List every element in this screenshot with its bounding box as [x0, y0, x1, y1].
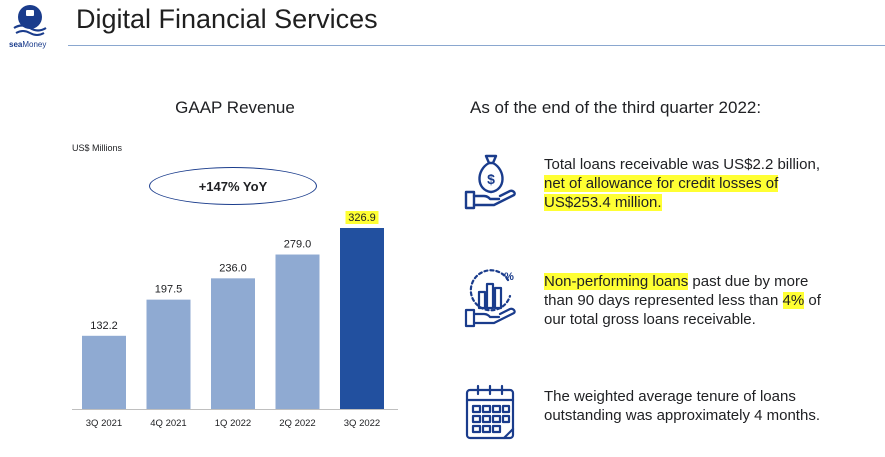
seamoney-logo-icon [13, 5, 47, 36]
logo-text-sea: sea [9, 40, 23, 49]
fact-npl-highlight-1: Non-performing loans [544, 273, 689, 290]
yoy-growth-text: +147% YoY [198, 178, 268, 194]
fact-npl-highlight-2: 4% [782, 292, 805, 309]
bar-3q-2022 [340, 228, 384, 409]
money-bag-hand-icon: $ [464, 154, 516, 210]
x-tick-label: 4Q 2021 [150, 418, 186, 429]
svg-text:%: % [504, 271, 514, 283]
x-tick-label: 2Q 2022 [279, 418, 315, 429]
data-label: 197.5 [155, 284, 183, 296]
seamoney-logo: seaMoney [4, 2, 56, 50]
fact-npl: Non-performing loans past due by more th… [544, 272, 874, 329]
data-label: 279.0 [284, 239, 312, 251]
fact-total-loans-line-1: Total loans receivable was US$2.2 billio… [544, 156, 820, 173]
bar-2q-2022 [275, 254, 320, 409]
fact-tenure: The weighted average tenure of loans out… [544, 387, 874, 425]
x-tick-label: 3Q 2021 [86, 418, 122, 429]
fact-npl-text-3: of [804, 292, 821, 309]
fact-npl-text-1: past due by more [688, 273, 809, 290]
chart-unit-label: US$ Millions [72, 143, 123, 153]
data-label: 132.2 [90, 320, 118, 332]
fact-total-loans-highlight-2: US$253.4 million. [544, 194, 662, 211]
fact-npl-text-2: than 90 days represented less than [544, 292, 783, 309]
growth-chart-hand-icon: % [464, 269, 516, 328]
bar-4q-2021 [146, 299, 191, 409]
x-tick-label: 1Q 2022 [215, 418, 251, 429]
facts-heading: As of the end of the third quarter 2022: [470, 98, 762, 117]
chart-title: GAAP Revenue [175, 98, 295, 117]
calendar-icon [465, 384, 515, 440]
fact-tenure-text-1: The weighted average tenure of loans [544, 388, 796, 405]
header-divider [68, 45, 885, 46]
data-label: 326.9 [348, 212, 376, 224]
page-title: Digital Financial Services [76, 4, 378, 34]
svg-text:$: $ [487, 171, 495, 187]
fact-total-loans: Total loans receivable was US$2.2 billio… [544, 155, 874, 212]
fact-npl-text-4: our total gross loans receivable. [544, 311, 756, 328]
x-tick-label: 3Q 2022 [344, 418, 380, 429]
yoy-growth-callout: +147% YoY [149, 167, 317, 205]
bar-1q-2022 [211, 278, 255, 409]
fact-tenure-text-2: outstanding was approximately 4 months. [544, 407, 820, 424]
data-label-highlight [345, 211, 379, 224]
fact-total-loans-highlight-1: net of allowance for credit losses of [544, 175, 779, 192]
revenue-bar-chart: 132.2 3Q 2021 197.5 4Q 2021 236.0 1Q 2022 279.… [72, 211, 398, 429]
logo-text-money: Money [22, 40, 47, 49]
logo-wordmark: seaMoney [9, 40, 46, 49]
data-label: 236.0 [219, 262, 247, 274]
bar-3q-2021 [82, 335, 126, 409]
